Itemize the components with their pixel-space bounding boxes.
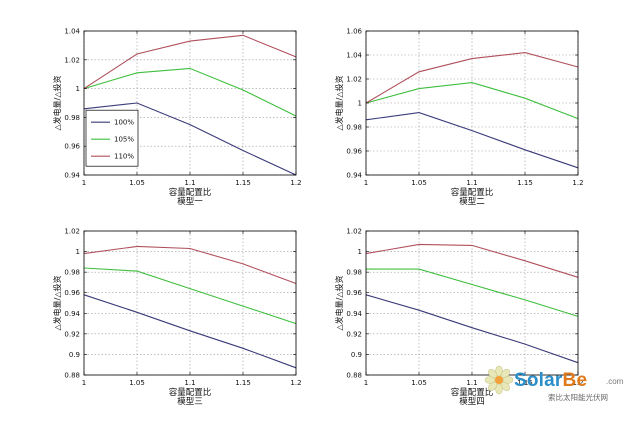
series-line-105pct bbox=[366, 268, 579, 317]
series-line-110pct bbox=[365, 243, 579, 278]
watermark-subtitle: 索比太阳能光伏网 bbox=[548, 393, 608, 402]
x-tick-label: 1.1 bbox=[184, 179, 195, 187]
legend-label: 110% bbox=[114, 153, 134, 161]
y-axis-label: △发电量/△投资 bbox=[334, 276, 344, 331]
y-tick-label: 1 bbox=[76, 85, 80, 93]
y-tick-label: 1 bbox=[76, 248, 80, 256]
y-tick-label: 1 bbox=[358, 100, 362, 108]
y-tick-label: 1.02 bbox=[346, 76, 362, 84]
watermark-be: Be bbox=[562, 370, 588, 391]
y-tick-label: 1.04 bbox=[346, 52, 362, 60]
watermark-solar: Solar bbox=[514, 370, 563, 391]
x-tick-label: 1.2 bbox=[290, 379, 301, 387]
x-tick-label: 1.05 bbox=[129, 379, 145, 387]
subplot-1: 1 1.05 1.1 1.15 1.2 0.94 0.96 0.98 1 1.02 1.04 容量配置… bbox=[52, 28, 302, 208]
x-tick-label: 1.15 bbox=[517, 179, 533, 187]
x-tick-label: 1.1 bbox=[466, 179, 477, 187]
y-tick-label: 1.04 bbox=[64, 28, 80, 36]
series-line-105pct bbox=[365, 82, 579, 120]
x-tick-label: 1.2 bbox=[572, 379, 583, 387]
x-tick-label: 1 bbox=[82, 379, 86, 387]
y-tick-label: 0.88 bbox=[346, 372, 362, 380]
legend-label: 100% bbox=[114, 119, 134, 127]
y-tick-label: 0.94 bbox=[64, 310, 80, 318]
series-line-105pct bbox=[83, 267, 297, 325]
subplot-title: 模型四 bbox=[459, 396, 485, 407]
x-tick-label: 1.05 bbox=[411, 379, 427, 387]
x-tick-label: 1.2 bbox=[290, 179, 301, 187]
series-line-105pct bbox=[83, 67, 297, 117]
watermark-domain: .com bbox=[606, 377, 624, 386]
y-tick-label: 0.98 bbox=[64, 269, 80, 277]
legend-label: 105% bbox=[114, 136, 134, 144]
y-tick-label: 1.02 bbox=[346, 228, 362, 236]
x-axis-label: 容量配置比 bbox=[451, 187, 494, 198]
subplot-3: 1 1.05 1.1 1.15 1.2 0.88 0.9 0.92 0.94 0.96 0.98 1 1… bbox=[52, 228, 302, 408]
y-axis-label: △发电量/△投资 bbox=[52, 76, 62, 131]
y-tick-label: 1.02 bbox=[64, 56, 80, 64]
y-tick-label: 0.92 bbox=[64, 330, 80, 338]
x-axis-label: 容量配置比 bbox=[169, 387, 212, 398]
y-tick-label: 0.94 bbox=[64, 172, 80, 180]
x-axis-label: 容量配置比 bbox=[451, 387, 494, 398]
y-tick-label: 0.92 bbox=[346, 330, 362, 338]
y-tick-label: 0.9 bbox=[69, 351, 80, 359]
subplot-title: 模型一 bbox=[177, 196, 203, 207]
x-tick-label: 1.15 bbox=[235, 379, 251, 387]
legend: 100% 105% 110% bbox=[85, 109, 139, 167]
y-tick-label: 0.94 bbox=[346, 172, 362, 180]
series-line-110pct bbox=[83, 34, 297, 90]
subplot-2: 1 1.05 1.1 1.15 1.2 0.94 0.96 0.98 1 1.02 1.04 1.06… bbox=[334, 28, 584, 208]
subplot-4: 1 1.05 1.1 1.15 1.2 0.88 0.9 0.92 0.94 0.96 0.98 1 1… bbox=[334, 228, 584, 408]
series-line-110pct bbox=[365, 52, 579, 104]
series-line-100pct bbox=[365, 112, 579, 169]
series-line-100pct bbox=[83, 102, 297, 176]
y-tick-label: 1.06 bbox=[346, 28, 362, 36]
series-line-100pct bbox=[365, 294, 579, 364]
x-tick-label: 1.2 bbox=[572, 179, 583, 187]
legend-box bbox=[85, 109, 139, 167]
y-tick-label: 0.88 bbox=[64, 372, 80, 380]
y-tick-label: 0.98 bbox=[346, 124, 362, 132]
y-tick-label: 0.96 bbox=[64, 143, 80, 151]
x-tick-label: 1 bbox=[364, 179, 368, 187]
x-tick-label: 1.1 bbox=[184, 379, 195, 387]
y-tick-label: 0.98 bbox=[346, 269, 362, 277]
series-line-110pct bbox=[83, 245, 297, 285]
x-tick-label: 1.1 bbox=[466, 379, 477, 387]
y-axis-label: △发电量/△投资 bbox=[52, 276, 62, 331]
y-tick-label: 1.02 bbox=[64, 228, 80, 236]
series-line-100pct bbox=[83, 294, 297, 369]
y-tick-label: 0.9 bbox=[351, 351, 362, 359]
x-axis-label: 容量配置比 bbox=[169, 187, 212, 198]
y-axis-label: △发电量/△投资 bbox=[334, 76, 344, 131]
watermark-brand: SolarBe bbox=[514, 370, 587, 392]
subplot-title: 模型三 bbox=[177, 396, 203, 407]
x-tick-label: 1 bbox=[364, 379, 368, 387]
y-tick-label: 1 bbox=[358, 248, 362, 256]
x-tick-label: 1 bbox=[82, 179, 86, 187]
x-tick-label: 1.15 bbox=[235, 179, 251, 187]
y-tick-label: 0.96 bbox=[346, 289, 362, 297]
y-tick-label: 0.96 bbox=[64, 289, 80, 297]
subplot-title: 模型二 bbox=[459, 196, 485, 207]
x-tick-label: 1.15 bbox=[517, 379, 533, 387]
x-tick-label: 1.05 bbox=[129, 179, 145, 187]
x-tick-label: 1.05 bbox=[411, 179, 427, 187]
y-tick-label: 0.98 bbox=[64, 114, 80, 122]
solarbe-flower-logo bbox=[484, 365, 514, 395]
y-tick-label: 0.96 bbox=[346, 148, 362, 156]
y-tick-label: 0.94 bbox=[346, 310, 362, 318]
